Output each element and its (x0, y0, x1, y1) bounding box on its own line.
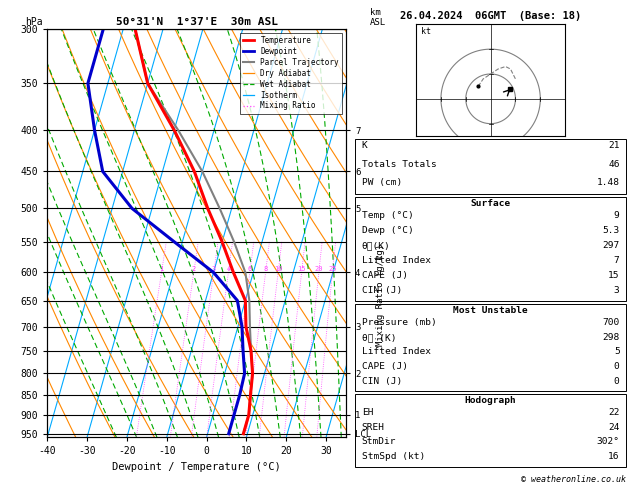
Text: © weatheronline.co.uk: © weatheronline.co.uk (521, 474, 626, 484)
Text: Hodograph: Hodograph (465, 396, 516, 405)
Text: StmSpd (kt): StmSpd (kt) (362, 452, 425, 461)
Text: 5.3: 5.3 (603, 226, 620, 235)
Text: 9: 9 (614, 211, 620, 221)
Text: 700: 700 (603, 318, 620, 328)
Text: 297: 297 (603, 242, 620, 250)
Text: 3: 3 (211, 266, 216, 273)
Text: Surface: Surface (470, 199, 511, 208)
Text: 46: 46 (608, 159, 620, 169)
Text: θᴄ (K): θᴄ (K) (362, 333, 396, 342)
Title: 50°31'N  1°37'E  30m ASL: 50°31'N 1°37'E 30m ASL (116, 17, 277, 27)
Text: 22: 22 (608, 408, 620, 417)
Text: 5: 5 (614, 347, 620, 357)
Text: 4: 4 (226, 266, 230, 273)
Text: 298: 298 (603, 333, 620, 342)
Text: CAPE (J): CAPE (J) (362, 362, 408, 371)
Text: Mixing Ratio (g/kg): Mixing Ratio (g/kg) (376, 243, 385, 346)
Text: 16: 16 (608, 452, 620, 461)
Legend: Temperature, Dewpoint, Parcel Trajectory, Dry Adiabat, Wet Adiabat, Isotherm, Mi: Temperature, Dewpoint, Parcel Trajectory… (240, 33, 342, 114)
Text: Most Unstable: Most Unstable (454, 306, 528, 315)
Text: 10: 10 (274, 266, 282, 273)
Text: CIN (J): CIN (J) (362, 286, 402, 295)
Text: 21: 21 (608, 141, 620, 150)
Text: CAPE (J): CAPE (J) (362, 271, 408, 280)
Text: 1: 1 (159, 266, 164, 273)
Text: 15: 15 (298, 266, 306, 273)
Text: 0: 0 (614, 377, 620, 386)
Text: StmDir: StmDir (362, 437, 396, 447)
Text: 25: 25 (328, 266, 337, 273)
Text: 8: 8 (264, 266, 268, 273)
Text: hPa: hPa (25, 17, 42, 27)
Text: 3: 3 (614, 286, 620, 295)
Text: θᴄ(K): θᴄ(K) (362, 242, 391, 250)
Text: 2: 2 (192, 266, 196, 273)
Text: 1.48: 1.48 (596, 178, 620, 187)
Text: 15: 15 (608, 271, 620, 280)
Text: Totals Totals: Totals Totals (362, 159, 437, 169)
Text: 7: 7 (614, 257, 620, 265)
Text: Lifted Index: Lifted Index (362, 257, 431, 265)
Text: Temp (°C): Temp (°C) (362, 211, 413, 221)
Text: Lifted Index: Lifted Index (362, 347, 431, 357)
Text: km
ASL: km ASL (370, 8, 386, 27)
Text: K: K (362, 141, 367, 150)
Text: 302°: 302° (596, 437, 620, 447)
Text: 20: 20 (314, 266, 323, 273)
Text: kt: kt (421, 27, 431, 36)
Text: Pressure (mb): Pressure (mb) (362, 318, 437, 328)
Text: PW (cm): PW (cm) (362, 178, 402, 187)
Text: SREH: SREH (362, 423, 385, 432)
Text: 0: 0 (614, 362, 620, 371)
Text: CIN (J): CIN (J) (362, 377, 402, 386)
Text: Dewp (°C): Dewp (°C) (362, 226, 413, 235)
Text: 6: 6 (248, 266, 252, 273)
Text: 24: 24 (608, 423, 620, 432)
Text: 26.04.2024  06GMT  (Base: 18): 26.04.2024 06GMT (Base: 18) (400, 11, 581, 21)
X-axis label: Dewpoint / Temperature (°C): Dewpoint / Temperature (°C) (112, 462, 281, 472)
Text: EH: EH (362, 408, 373, 417)
